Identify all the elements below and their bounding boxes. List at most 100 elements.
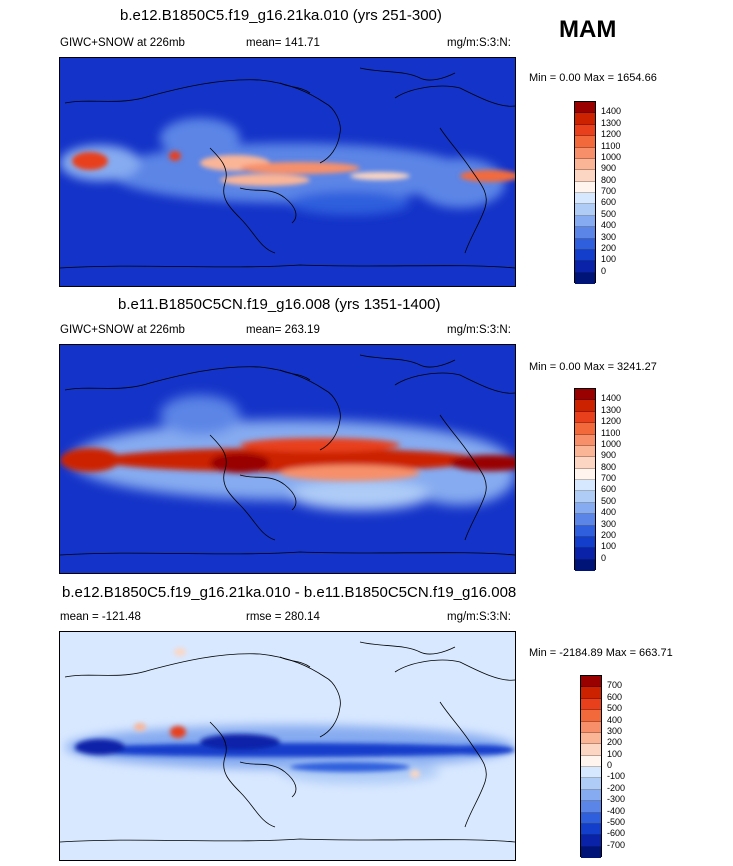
colorbar-label: 100 [601, 541, 617, 552]
colorbar-label: 700 [601, 186, 617, 196]
colorbar-label: 900 [601, 450, 617, 461]
colorbar-swatches [574, 101, 596, 284]
colorbar-label: -400 [607, 805, 626, 816]
colorbar-swatch [575, 457, 595, 469]
minmax-label: Min = -2184.89 Max = 663.71 [529, 647, 673, 659]
colorbar-label: 700 [607, 680, 623, 691]
variable-label: GIWC+SNOW at 226mb [60, 37, 185, 49]
colorbar-label: 400 [607, 714, 623, 725]
variable-label: GIWC+SNOW at 226mb [60, 324, 185, 336]
colorbar-label: 1400 [601, 106, 622, 117]
colorbar-label: -300 [607, 794, 626, 805]
colorbar-swatch [575, 170, 595, 182]
colorbar-label: 1000 [601, 438, 622, 449]
colorbar-swatch [575, 536, 595, 549]
panel-title: b.e12.B1850C5.f19_g16.21ka.010 (yrs 251-… [120, 7, 442, 24]
colorbar-swatch [575, 559, 595, 571]
colorbar-swatch [575, 124, 595, 137]
colorbar-swatch [575, 193, 595, 205]
colorbar-label: 100 [601, 254, 617, 265]
colorbar-swatch [581, 710, 601, 722]
units-label: mg/m:S:3:N: [447, 611, 511, 623]
colorbar-label: 500 [601, 208, 617, 219]
colorbar-label: 900 [601, 163, 617, 174]
colorbar-label: -500 [607, 816, 626, 827]
colorbar-label: 200 [601, 529, 617, 540]
field-core-band [60, 438, 515, 481]
colorbar-swatch [575, 480, 595, 492]
colorbar-swatch [581, 823, 601, 836]
colorbar-swatch [581, 846, 601, 858]
colorbar-label: 500 [601, 495, 617, 506]
map-panel-middle [59, 344, 516, 574]
colorbar-swatch [575, 204, 595, 216]
map-field-top [60, 58, 515, 286]
colorbar-swatch [575, 227, 595, 239]
season-label: MAM [559, 16, 617, 43]
colorbar-label: -700 [607, 839, 626, 850]
field-core-band [72, 151, 515, 186]
colorbar-swatch [581, 721, 601, 733]
colorbar-swatch [581, 835, 601, 847]
rmse-label: rmse = 280.14 [246, 611, 320, 623]
colorbar-label: 300 [607, 725, 623, 736]
colorbar-swatch [581, 687, 601, 699]
colorbar-label: -600 [607, 828, 626, 839]
colorbar-label: 600 [601, 484, 617, 495]
colorbar-label: 0 [607, 760, 613, 770]
colorbar-label: 800 [601, 461, 617, 472]
colorbar-label: 1200 [601, 129, 622, 140]
colorbar-label: 600 [601, 197, 617, 208]
colorbar-swatch [581, 812, 601, 824]
colorbar-swatch [575, 113, 595, 125]
colorbar-swatch [581, 755, 601, 767]
colorbar-swatch [575, 514, 595, 526]
colorbar-swatch [575, 423, 595, 435]
colorbar-swatch [581, 744, 601, 756]
map-panel-top [59, 57, 516, 287]
colorbar-label: 1000 [601, 151, 622, 162]
colorbar-swatch [575, 147, 595, 159]
field-neg-core [75, 734, 515, 772]
colorbar-label: 0 [601, 265, 607, 276]
colorbar-label: 1300 [601, 117, 622, 128]
colorbar-swatch [575, 411, 595, 424]
panel-title: b.e12.B1850C5.f19_g16.21ka.010 - b.e11.B… [62, 584, 517, 601]
colorbar-swatch [575, 136, 595, 148]
colorbar-swatch [575, 468, 595, 480]
colorbar-label: 100 [607, 748, 623, 759]
colorbar-label: 300 [601, 518, 617, 529]
colorbar-label: 1200 [601, 416, 622, 427]
colorbar-label: 400 [601, 507, 617, 518]
mean-label: mean= 263.19 [246, 324, 320, 336]
colorbar-label: 300 [601, 231, 617, 242]
colorbar-label: 800 [601, 174, 617, 185]
colorbar-label: 1300 [601, 404, 622, 415]
colorbar-swatch [575, 400, 595, 412]
colorbar-label: 200 [607, 737, 623, 748]
colorbar-label: 600 [607, 691, 623, 702]
map-field-bottom [60, 632, 515, 860]
colorbar-swatch [575, 215, 595, 228]
coastlines [60, 641, 515, 843]
colorbar-swatch [575, 525, 595, 537]
colorbar-label: 200 [601, 242, 617, 253]
colorbar-label: 700 [601, 473, 617, 483]
colorbar-swatch [575, 261, 595, 273]
minmax-label: Min = 0.00 Max = 1654.66 [529, 72, 657, 84]
colorbar-swatch [581, 767, 601, 779]
colorbar-label: -100 [607, 771, 626, 782]
colorbar-swatch [575, 445, 595, 458]
colorbar-swatch [575, 158, 595, 171]
mean-label: mean = -121.48 [60, 611, 141, 623]
colorbar-swatch [575, 389, 595, 401]
field-pos-spots [134, 648, 420, 778]
colorbar-swatch [575, 249, 595, 262]
mean-label: mean= 141.71 [246, 37, 320, 49]
coastlines [60, 354, 515, 556]
colorbar-swatch [575, 502, 595, 515]
colorbar-label: -200 [607, 782, 626, 793]
colorbar-swatches [580, 675, 602, 858]
colorbar-swatch [575, 181, 595, 193]
colorbar-swatch [575, 434, 595, 446]
